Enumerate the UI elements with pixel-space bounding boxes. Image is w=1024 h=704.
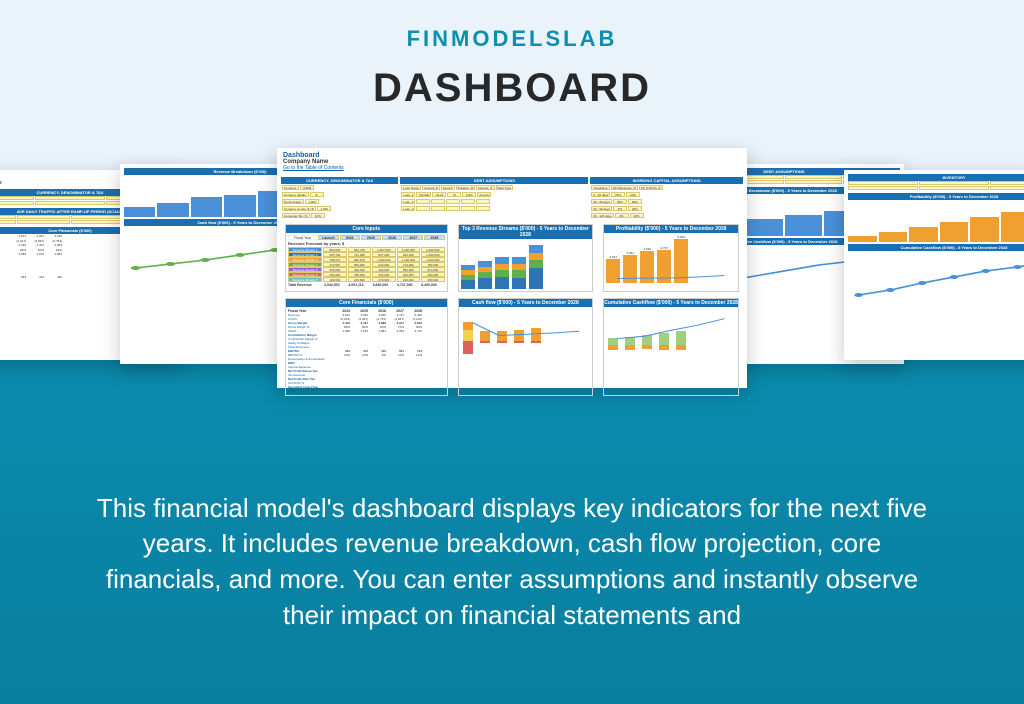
profitability-panel: Profitability ($'000) - 5 Years to Decem… — [603, 224, 739, 292]
screenshots-group: Dashboard Company Name CURRENCY, DENOMIN… — [0, 140, 1024, 400]
side-r-title-2: Profitability ($'000) - 5 Years to Decem… — [848, 193, 1024, 200]
core-financials-title: Core Financials ($'000) — [286, 299, 447, 307]
profitability-title: Profitability ($'000) - 5 Years to Decem… — [604, 225, 738, 233]
page-title: DASHBOARD — [0, 66, 1024, 111]
toc-link[interactable]: Go to the Table of Contents — [283, 165, 344, 171]
currency-box: CURRENCY, DENOMINATOR & TAX Currency:USD… — [281, 177, 398, 220]
brand-logo: FINMODELSLAB — [0, 0, 1024, 52]
core-inputs-panel: Core Inputs Fiscal YearLaunch20242025202… — [285, 224, 448, 292]
center-sheet: Dashboard Company Name Go to the Table o… — [277, 148, 747, 388]
top3-chart-title: Top 3 Revenue Streams ($'000) - 5 Years … — [459, 225, 593, 239]
cashflow-title: Cash flow ($'000) - 5 Years to December … — [459, 299, 593, 307]
hero-container: FINMODELSLAB DASHBOARD Dashboard Company… — [0, 0, 1024, 704]
description-text: This financial model's dashboard display… — [0, 455, 1024, 704]
dashboard-heading: Dashboard — [283, 152, 320, 159]
currency-box-title: CURRENCY, DENOMINATOR & TAX — [281, 177, 398, 184]
core-inputs-title: Core Inputs — [286, 225, 447, 233]
cumulative-title: Cumulative Cashflow ($'000) - 5 Years to… — [604, 299, 738, 307]
assumption-strip: CURRENCY, DENOMINATOR & TAX Currency:USD… — [277, 175, 747, 222]
side-sheet-far-right: INVENTORY Profitability ($'000) - 5 Year… — [844, 170, 1024, 360]
core-financials-panel: Core Financials ($'000) Fiscal Year20242… — [285, 298, 448, 396]
side-r-title-3: Cumulative Cashflow ($'000) - 5 Years to… — [848, 244, 1024, 251]
top3-chart-panel: Top 3 Revenue Streams ($'000) - 5 Years … — [458, 224, 594, 292]
wc-box: WORKING CAPITAL ASSUMPTIONS TimeframeAR … — [590, 177, 743, 220]
forecast-label: Revenue Forecast by years, $ — [288, 241, 445, 246]
cashflow-panel: Cash flow ($'000) - 5 Years to December … — [458, 298, 594, 396]
cumulative-panel: Cumulative Cashflow ($'000) - 5 Years to… — [603, 298, 739, 396]
debt-box: DEBT ASSUMPTIONS Loan NameAmount, $Launc… — [400, 177, 588, 220]
wc-box-title: WORKING CAPITAL ASSUMPTIONS — [590, 177, 743, 184]
debt-box-title: DEBT ASSUMPTIONS — [400, 177, 588, 184]
side-r-title-1: INVENTORY — [848, 174, 1024, 181]
